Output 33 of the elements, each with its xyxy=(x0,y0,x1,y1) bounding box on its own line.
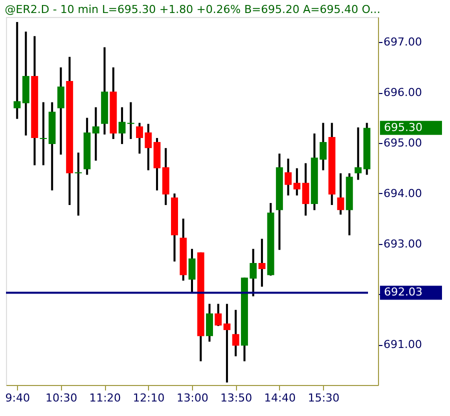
ref-line-label: 692.03 xyxy=(384,286,422,299)
candlestick xyxy=(92,106,100,162)
x-tick-label: 15:30 xyxy=(308,392,340,404)
candlestick xyxy=(258,238,266,288)
candlestick xyxy=(74,152,82,217)
x-tick-label: 13:50 xyxy=(220,392,252,404)
candlestick xyxy=(188,248,196,294)
y-tick-label: 697.00 xyxy=(384,36,422,49)
candlestick xyxy=(118,106,126,146)
candlestick xyxy=(232,308,240,358)
x-tick-label: 12:10 xyxy=(132,392,165,404)
x-tick-label: 14:40 xyxy=(264,392,296,404)
x-tick-label: 13:00 xyxy=(176,392,208,404)
candlestick xyxy=(284,158,292,196)
y-tick-label: 696.00 xyxy=(384,86,422,100)
candlestick xyxy=(136,122,144,155)
y-tick-label: 694.00 xyxy=(384,186,422,200)
candlestick xyxy=(337,172,344,216)
x-tick-label: 10:30 xyxy=(45,392,78,404)
candlestick xyxy=(223,302,230,384)
candlestick xyxy=(206,302,213,343)
candlestick xyxy=(57,66,64,156)
y-tick-label: 693.00 xyxy=(384,237,422,250)
x-tick-label: 11:20 xyxy=(89,392,121,404)
candlestick xyxy=(214,302,222,328)
candlestick xyxy=(354,126,362,181)
x-tick-label: 9:40 xyxy=(5,392,30,404)
chart-title: @ER2.D - 10 min L=695.30 +1.80 +0.26% B=695.20 A=695.40 O... xyxy=(4,3,380,16)
candlestick xyxy=(14,21,21,120)
y-tick-label: 691.00 xyxy=(384,338,422,352)
text: 695.30 xyxy=(384,120,422,134)
candlestick xyxy=(127,101,134,140)
y-tick-label: 695.00 xyxy=(384,136,422,150)
